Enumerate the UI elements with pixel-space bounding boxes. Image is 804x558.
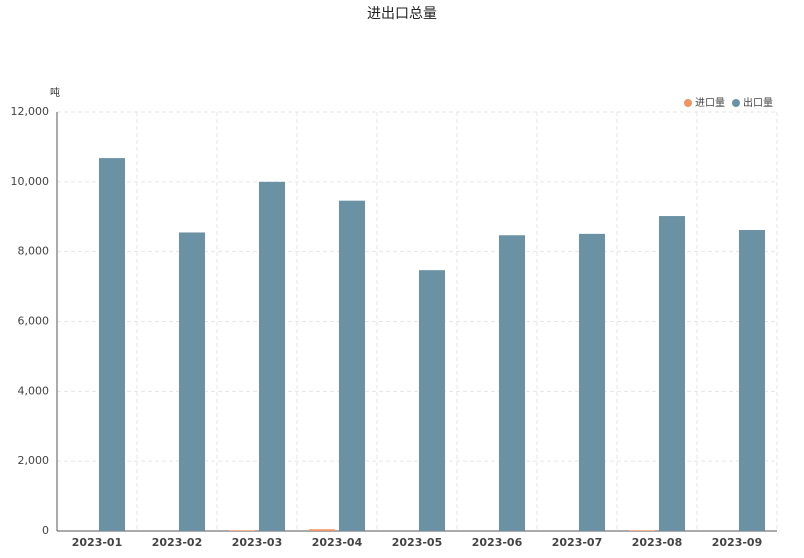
x-tick-label: 2023-07 (552, 536, 603, 549)
bar (659, 216, 685, 531)
bar (229, 530, 255, 531)
y-tick-label: 10,000 (11, 175, 50, 188)
bar (629, 530, 655, 531)
y-tick-label: 6,000 (18, 315, 50, 328)
legend-marker (732, 99, 740, 107)
bar (259, 181, 285, 532)
y-tick-label: 4,000 (18, 384, 50, 397)
bar (739, 230, 765, 532)
x-tick-label: 2023-05 (392, 536, 443, 549)
bar (499, 235, 525, 531)
bar (99, 158, 125, 531)
y-axis-label: 吨 (50, 86, 60, 99)
legend-label: 出口量 (743, 96, 773, 109)
x-tick-label: 2023-01 (72, 536, 123, 549)
x-tick-label: 2023-08 (632, 536, 683, 549)
legend-marker (684, 99, 692, 107)
y-tick-label: 8,000 (18, 245, 50, 258)
x-tick-label: 2023-02 (152, 536, 203, 549)
bar (309, 529, 335, 531)
bar (179, 232, 205, 531)
y-tick-label: 0 (42, 524, 49, 537)
x-tick-label: 2023-06 (472, 536, 523, 549)
chart-title: 进出口总量 (367, 6, 437, 22)
bar (339, 200, 365, 531)
x-tick-label: 2023-04 (312, 536, 363, 549)
bar (579, 233, 605, 531)
x-tick-label: 2023-09 (712, 536, 763, 549)
x-tick-label: 2023-03 (232, 536, 283, 549)
y-tick-label: 12,000 (11, 105, 50, 118)
legend-label: 进口量 (695, 97, 725, 109)
bar (419, 270, 445, 531)
y-tick-label: 2,000 (18, 454, 50, 467)
